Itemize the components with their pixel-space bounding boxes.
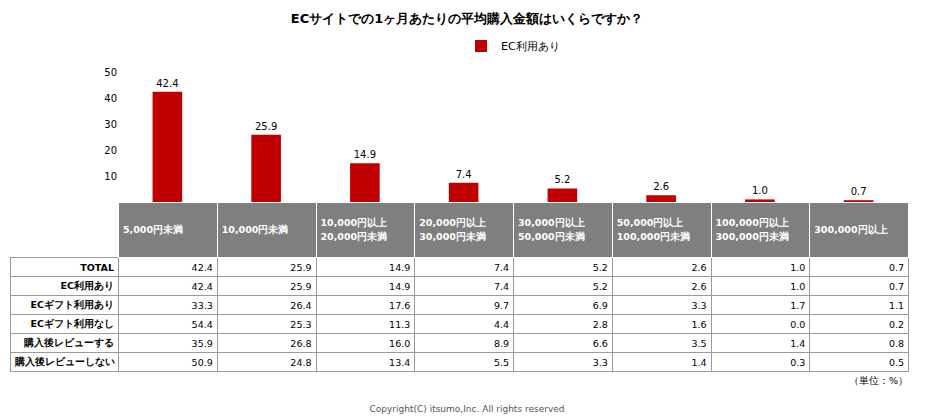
html-text:0.8: 0.8 [888,337,904,349]
html-text:30,000円以上: 30,000円以上 [518,217,585,228]
html-text:10,000円未満: 10,000円未満 [221,224,289,235]
html-text:25.9: 25.9 [290,261,312,273]
html-text:7.4: 7.4 [493,261,509,273]
html-text:50,000円以上: 50,000円以上 [616,217,684,228]
html-text:（単位：%）: （単位：%） [849,375,908,386]
html-text:17.6: 17.6 [389,299,411,311]
html-text:2.8: 2.8 [592,318,608,330]
html-text:14.9: 14.9 [389,280,411,292]
html-text:10,000円以上: 10,000円以上 [320,217,388,228]
svg-text:7.4: 7.4 [456,169,472,180]
html-text:0.7: 0.7 [888,280,904,292]
html-text:1.7: 1.7 [790,299,806,311]
svg-text:42.4: 42.4 [156,78,178,89]
html-text:6.9: 6.9 [592,299,608,311]
svg-text:10: 10 [104,171,117,182]
html-text:8.9: 8.9 [493,337,509,349]
html-text:9.7: 9.7 [493,299,509,311]
html-text:30,000円未満: 30,000円未満 [419,231,486,242]
svg-text:20: 20 [104,145,117,156]
html-text:33.3: 33.3 [191,299,213,311]
html-text:1.0: 1.0 [790,261,806,273]
html-text:Copyright(C) itsumo,Inc. All r: Copyright(C) itsumo,Inc. All rights rese… [369,404,565,414]
html-text:3.3: 3.3 [691,299,707,311]
html-text:20,000円未満: 20,000円未満 [320,231,388,242]
html-text:5.2: 5.2 [592,261,608,273]
html-text:1.4: 1.4 [691,356,707,368]
html-text:300,000円以上: 300,000円以上 [814,224,888,235]
html-text:100,000円以上: 100,000円以上 [715,217,789,228]
html-text:購入後レビューする: 購入後レビューする [24,336,114,348]
html-text:3.3: 3.3 [592,356,608,368]
html-text:1.0: 1.0 [790,280,806,292]
html-text:5.5: 5.5 [493,356,509,368]
html-text:26.8: 26.8 [290,337,312,349]
html-text:20,000円以上: 20,000円以上 [419,217,486,228]
html-text:300,000円未満: 300,000円未満 [715,231,789,242]
html-text:100,000円未満: 100,000円未満 [616,231,690,242]
html-text:42.4: 42.4 [191,280,213,292]
html-text:0.2: 0.2 [888,318,904,330]
svg-text:40: 40 [104,93,117,104]
html-text:50.9: 50.9 [191,356,213,368]
html-text:0.7: 0.7 [888,261,904,273]
svg-text:1.0: 1.0 [752,185,768,196]
html-text:1.1: 1.1 [888,299,904,311]
html-text:24.8: 24.8 [290,356,312,368]
svg-text:30: 30 [104,119,117,130]
html-text:5,000円未満: 5,000円未満 [123,224,184,235]
html-text:35.9: 35.9 [191,337,213,349]
html-text:54.4: 54.4 [191,318,213,330]
html-text:購入後レビューしない: 購入後レビューしない [15,355,115,367]
html-text:13.4: 13.4 [389,356,411,368]
svg-text:25.9: 25.9 [255,121,277,132]
html-text:TOTAL: TOTAL [80,261,114,273]
html-text:0.3: 0.3 [790,356,806,368]
html-text:2.6: 2.6 [691,280,707,292]
html-text:25.9: 25.9 [290,280,312,292]
html-text:5.2: 5.2 [592,280,608,292]
html-text:25.3: 25.3 [290,318,312,330]
html-text:EC利用あり: EC利用あり [60,279,114,291]
html-text:0.0: 0.0 [790,318,806,330]
svg-text:EC利用あり: EC利用あり [501,40,560,53]
html-text:4.4: 4.4 [493,318,509,330]
html-text:1.4: 1.4 [790,337,806,349]
html-text:50,000円未満: 50,000円未満 [518,231,585,242]
svg-text:5.2: 5.2 [554,174,570,185]
svg-text:14.9: 14.9 [354,149,376,160]
html-text:ECギフト利用なし: ECギフト利用なし [30,317,114,329]
html-text:14.9: 14.9 [389,261,411,273]
html-text:3.5: 3.5 [691,337,707,349]
html-text:6.6: 6.6 [592,337,608,349]
html-text:0.5: 0.5 [888,356,904,368]
html-text:11.3: 11.3 [389,318,411,330]
html-text:7.4: 7.4 [493,280,509,292]
html-text:1.6: 1.6 [691,318,707,330]
svg-text:ECサイトでの1ヶ月あたりの平均購入金額はいくらですか？: ECサイトでの1ヶ月あたりの平均購入金額はいくらですか？ [291,11,643,26]
html-text:42.4: 42.4 [191,261,213,273]
html-text:16.0: 16.0 [389,337,411,349]
html-text:ECギフト利用あり: ECギフト利用あり [30,298,114,310]
svg-text:2.6: 2.6 [653,181,669,192]
html-text:2.6: 2.6 [691,261,707,273]
html-text:26.4: 26.4 [290,299,312,311]
svg-text:50: 50 [104,67,117,78]
svg-text:0.7: 0.7 [851,186,867,197]
